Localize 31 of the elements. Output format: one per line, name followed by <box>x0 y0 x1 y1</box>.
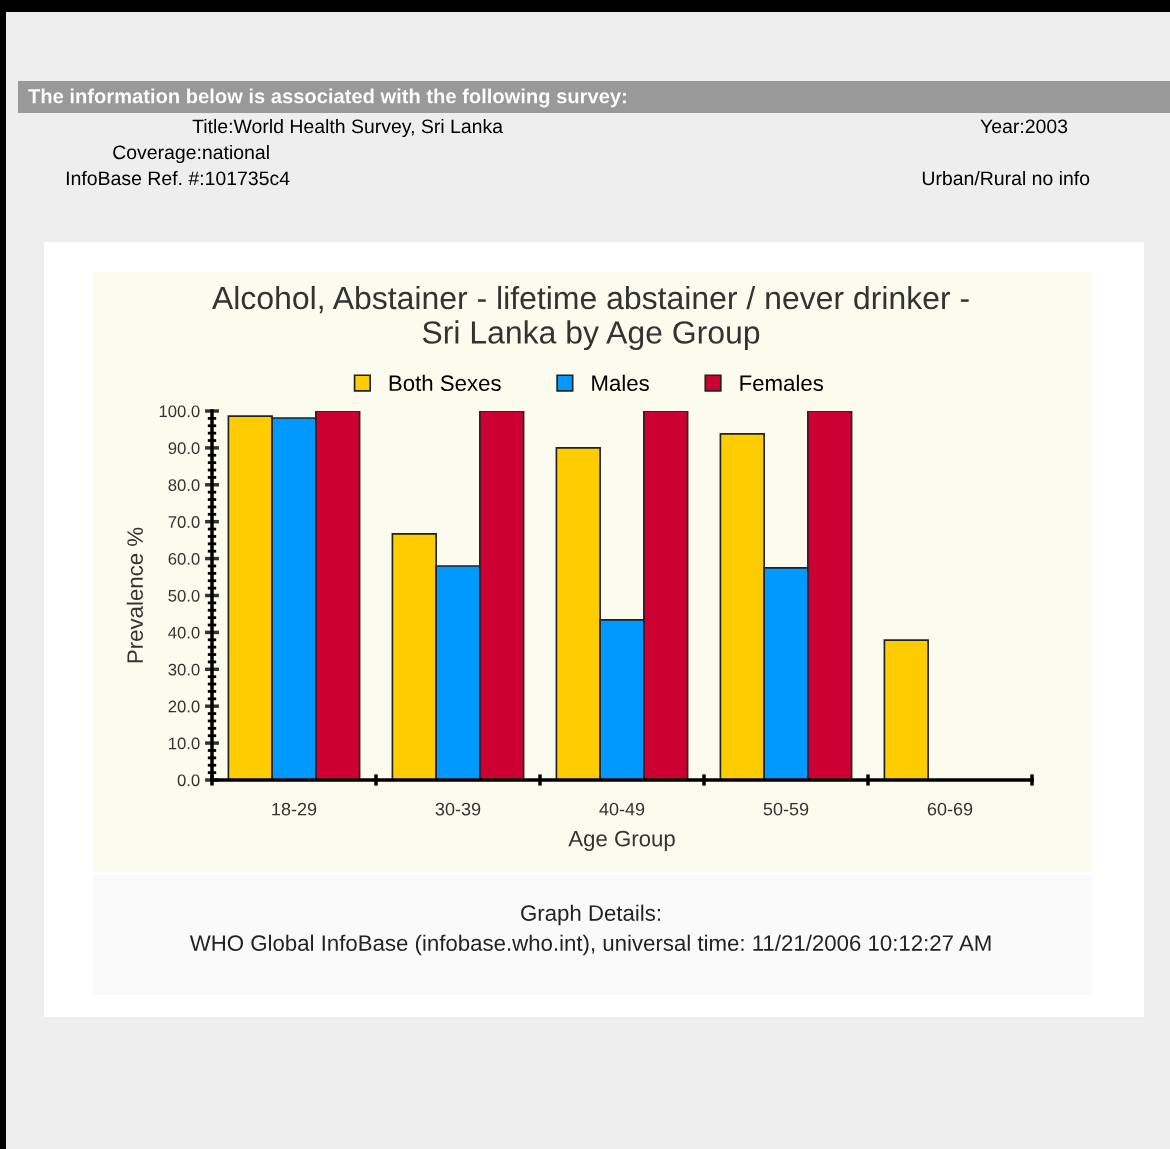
y-tick-label: 100.0 <box>159 405 200 418</box>
y-tick-label: 50.0 <box>168 589 200 602</box>
legend-label: Males <box>592 374 649 392</box>
text: WHO Global InfoBase (infobase.who.int), universal time: 11/21/2006 10:12:27 AM <box>189 934 991 956</box>
y-tick-label: 10.0 <box>169 737 200 750</box>
legend-label: Females <box>740 374 824 392</box>
legend-label: Both Sexes <box>389 374 501 392</box>
y-tick-label: 60.0 <box>168 553 200 565</box>
y-tick-label: 30.0 <box>168 663 200 676</box>
text: Coverage:national <box>113 144 269 164</box>
bar <box>883 639 929 780</box>
x-tick-label: 18-29 <box>272 802 317 816</box>
x-tick-label: 50-59 <box>763 802 809 816</box>
chart-title: Alcohol, Abstainer - lifetime abstainer / never drinker - Sri Lanka by Age Group <box>212 285 969 351</box>
x-tick-label: 40-49 <box>599 802 645 816</box>
y-tick-label: 20.0 <box>168 700 200 713</box>
y-tick-label: 0.0 <box>177 774 200 787</box>
text: Title:World Health Survey, Sri Lanka <box>192 118 504 138</box>
y-tick-label: 90.0 <box>168 442 200 455</box>
text: Graph Details: <box>521 904 660 926</box>
x-tick-label: 30-39 <box>435 802 481 816</box>
y-tick-label: 70.0 <box>168 516 200 528</box>
y-tick-label: 40.0 <box>168 626 200 639</box>
x-tick-label: 60-69 <box>927 802 973 816</box>
text: InfoBase Ref. #:101735c4 <box>66 170 290 186</box>
text: Urban/Rural no info <box>922 170 1090 186</box>
text: Year:2003 <box>980 119 1068 134</box>
y-axis-title: Prevalence % <box>126 527 143 663</box>
x-axis-title: Age Group <box>568 830 675 851</box>
y-tick-label: 80.0 <box>168 479 200 491</box>
text: The information below is associated with the following survey: <box>28 88 626 108</box>
